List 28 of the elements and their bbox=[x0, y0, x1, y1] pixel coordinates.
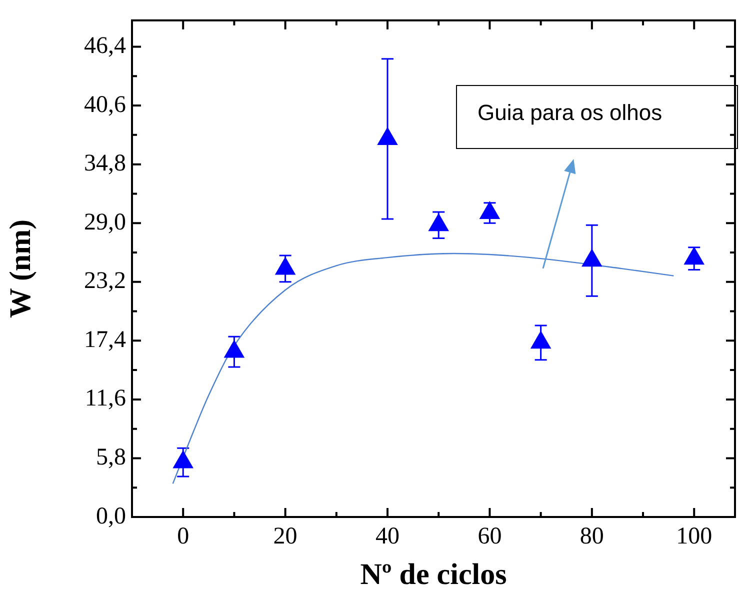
x-tick-label: 80 bbox=[580, 524, 604, 550]
y-tick-label: 17,4 bbox=[84, 326, 126, 353]
x-tick-label: 100 bbox=[676, 524, 712, 550]
point bbox=[275, 257, 296, 275]
line-series bbox=[172, 252, 674, 484]
point bbox=[173, 450, 194, 468]
x-tick-label: 60 bbox=[478, 524, 502, 550]
y-tick-label: 40,6 bbox=[84, 92, 126, 118]
x-tick-label: 20 bbox=[273, 524, 298, 550]
y-tick-label: 34,8 bbox=[84, 150, 126, 177]
x-tick-label: 0 bbox=[177, 524, 190, 550]
point bbox=[582, 249, 602, 267]
y-tick-label: 5,8 bbox=[96, 444, 126, 471]
y-tick-label: 23,2 bbox=[84, 268, 126, 294]
y-tick-label: 46,4 bbox=[84, 33, 126, 60]
y-tick-label: 11,6 bbox=[84, 386, 126, 412]
x-axis-title: Nº de ciclos bbox=[360, 558, 507, 591]
point bbox=[428, 214, 449, 232]
point bbox=[224, 340, 244, 358]
annotation: Guia para os olhos bbox=[456, 85, 738, 150]
point bbox=[684, 247, 704, 265]
point bbox=[530, 331, 551, 349]
point bbox=[480, 201, 500, 219]
point bbox=[377, 127, 398, 145]
y-tick-label: 29,0 bbox=[84, 209, 126, 236]
y-tick-label: 0,0 bbox=[96, 503, 126, 530]
x-tick-label: 40 bbox=[376, 524, 400, 550]
y-axis-title: W (nm) bbox=[4, 219, 37, 318]
